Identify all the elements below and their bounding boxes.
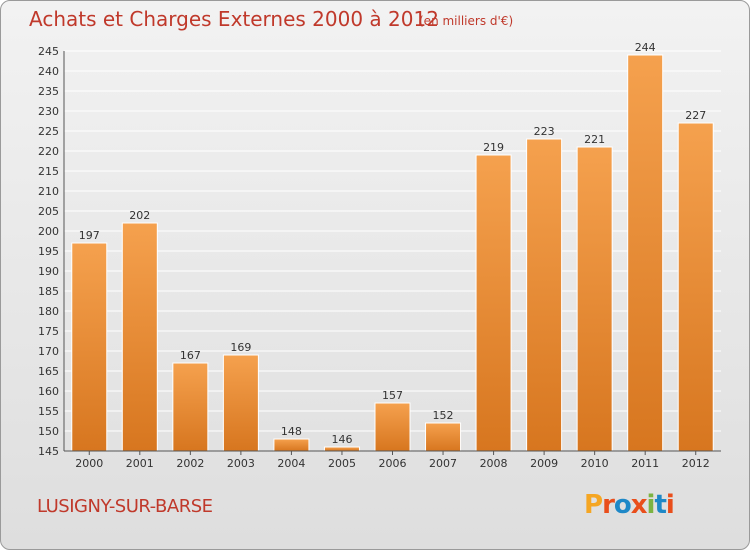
data-label: 146: [331, 433, 352, 446]
y-tick-label: 230: [38, 105, 59, 118]
logo-letter: x: [630, 490, 648, 520]
y-tick-label: 185: [38, 285, 59, 298]
bar-2012: [677, 122, 714, 452]
logo-letter: t: [654, 490, 666, 520]
data-label: 202: [129, 209, 150, 222]
chart-title: Achats et Charges Externes 2000 à 2012: [29, 7, 439, 31]
bar-2004: [273, 438, 310, 452]
data-label: 148: [281, 425, 302, 438]
y-tick-label: 195: [38, 245, 59, 258]
bar-2007: [425, 422, 462, 452]
bar-2005: [323, 446, 360, 452]
y-tick-label: 155: [38, 405, 59, 418]
bar-2000: [71, 242, 108, 452]
x-tick-label: 2007: [429, 457, 457, 470]
logo-letter: o: [613, 490, 632, 520]
bar-2002: [172, 362, 209, 452]
axis-layer: 145 150 155 160 165 170 175 180 185 190 195 200 205 2…: [38, 45, 721, 470]
y-tick-label: 150: [38, 425, 59, 438]
logo-letter: i: [665, 490, 675, 520]
bar-2011: [627, 54, 664, 452]
bar-2006: [374, 402, 411, 452]
y-tick-label: 245: [38, 45, 59, 58]
y-tick-label: 200: [38, 225, 59, 238]
y-tick-label: 240: [38, 65, 59, 78]
x-tick-label: 2001: [126, 457, 154, 470]
data-label: 167: [180, 349, 201, 362]
x-tick-label: 2011: [631, 457, 659, 470]
logo-letter: i: [646, 490, 656, 520]
y-tick-label: 170: [38, 345, 59, 358]
bars-layer: [71, 54, 714, 452]
y-tick-label: 165: [38, 365, 59, 378]
y-tick-label: 205: [38, 205, 59, 218]
x-tick-label: 2008: [480, 457, 508, 470]
x-tick-label: 2006: [379, 457, 407, 470]
data-label: 169: [230, 341, 251, 354]
data-label: 197: [79, 229, 100, 242]
labels-layer: 197 202 167 169 148 146 157 152 219 223 221 244 227: [79, 41, 706, 446]
bar-2009: [526, 138, 563, 452]
data-label: 227: [685, 109, 706, 122]
data-label: 152: [433, 409, 454, 422]
commune-name: LUSIGNY-SUR-BARSE: [37, 496, 213, 517]
y-tick-label: 160: [38, 385, 59, 398]
y-tick-label: 220: [38, 145, 59, 158]
y-tick-label: 215: [38, 165, 59, 178]
data-label: 157: [382, 389, 403, 402]
logo-letter: P: [584, 490, 603, 520]
bar-2003: [222, 354, 259, 452]
data-label: 244: [635, 41, 656, 54]
data-label: 219: [483, 141, 504, 154]
y-tick-label: 180: [38, 305, 59, 318]
bar-2001: [121, 222, 158, 452]
x-tick-label: 2005: [328, 457, 356, 470]
bar-2010: [576, 146, 613, 452]
chart-unit: (en milliers d'€): [419, 14, 514, 28]
proxiti-logo[interactable]: Proxiti: [584, 490, 675, 520]
y-tick-label: 175: [38, 325, 59, 338]
x-tick-label: 2009: [530, 457, 558, 470]
x-tick-label: 2002: [176, 457, 204, 470]
y-tick-label: 145: [38, 445, 59, 458]
x-tick-label: 2003: [227, 457, 255, 470]
y-tick-label: 235: [38, 85, 59, 98]
x-tick-label: 2000: [75, 457, 103, 470]
x-tick-label: 2010: [581, 457, 609, 470]
y-tick-label: 190: [38, 265, 59, 278]
data-label: 221: [584, 133, 605, 146]
x-tick-label: 2012: [682, 457, 710, 470]
data-label: 223: [534, 125, 555, 138]
y-tick-label: 210: [38, 185, 59, 198]
x-tick-label: 2004: [277, 457, 305, 470]
y-tick-label: 225: [38, 125, 59, 138]
bar-2008: [475, 154, 512, 452]
logo-letter: r: [602, 490, 615, 520]
